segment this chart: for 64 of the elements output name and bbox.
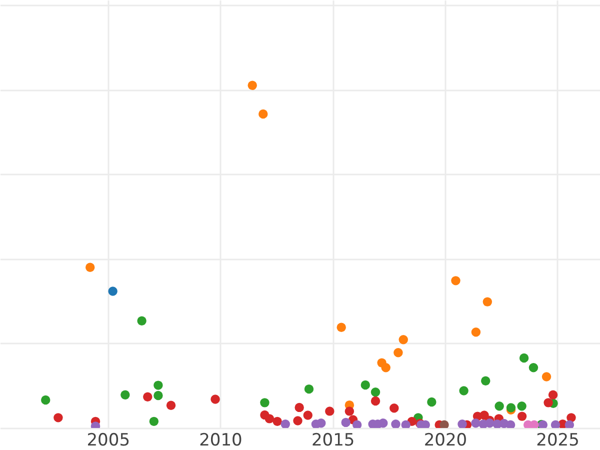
point: [506, 420, 516, 428]
point: [481, 376, 490, 386]
point: [303, 410, 312, 420]
point: [272, 416, 282, 426]
point: [54, 413, 63, 422]
point: [548, 390, 558, 400]
point: [544, 398, 553, 408]
point: [293, 416, 302, 426]
point: [344, 406, 354, 416]
point: [517, 401, 526, 411]
x-tick-label: 2005: [86, 430, 130, 450]
point: [294, 402, 304, 412]
point: [260, 398, 270, 408]
point: [458, 420, 467, 428]
point: [210, 394, 220, 404]
point: [154, 390, 163, 400]
point: [471, 328, 481, 337]
point: [394, 348, 403, 358]
point: [120, 390, 130, 400]
point: [398, 335, 408, 344]
point: [440, 420, 449, 428]
point: [108, 286, 118, 296]
point: [304, 384, 314, 394]
point: [360, 380, 370, 390]
point: [258, 109, 268, 119]
point: [280, 420, 290, 428]
point: [370, 388, 380, 397]
point: [401, 420, 410, 428]
point: [517, 412, 527, 421]
point: [378, 418, 388, 428]
point: [41, 395, 50, 405]
point: [528, 362, 538, 372]
point: [325, 406, 334, 416]
point: [485, 418, 494, 428]
point: [166, 400, 176, 410]
point: [381, 362, 390, 372]
point: [390, 404, 399, 413]
point: [316, 418, 326, 428]
x-tick-label: 2010: [199, 430, 242, 450]
point: [391, 420, 400, 428]
point: [482, 297, 492, 306]
point: [370, 396, 380, 406]
point: [550, 420, 560, 428]
point: [86, 262, 95, 272]
point: [451, 276, 460, 286]
point: [336, 322, 346, 332]
x-tick-label: 2025: [536, 430, 580, 450]
point: [542, 372, 552, 382]
point: [154, 380, 163, 390]
point: [264, 414, 274, 424]
point: [341, 418, 350, 428]
point: [564, 420, 574, 428]
point: [248, 80, 257, 90]
point: [137, 316, 146, 326]
x-tick-label: 2020: [424, 430, 468, 450]
point: [427, 397, 436, 407]
point: [143, 392, 152, 402]
point: [471, 418, 480, 428]
x-tick-label: 2015: [311, 430, 355, 450]
point: [459, 386, 468, 396]
point: [149, 416, 159, 426]
point: [519, 353, 529, 363]
point: [494, 401, 504, 411]
point: [352, 420, 362, 428]
